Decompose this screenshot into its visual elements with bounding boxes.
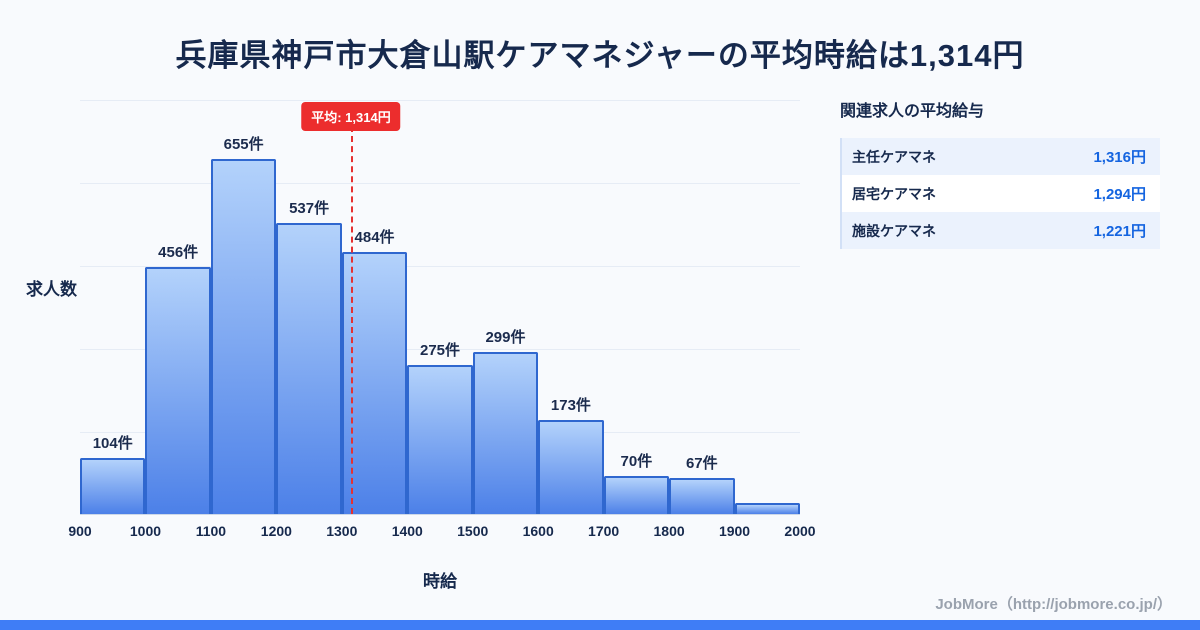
gridline	[80, 349, 800, 350]
x-tick-label: 1800	[653, 523, 685, 539]
x-tick-label: 1900	[718, 523, 751, 539]
histogram-bar	[538, 420, 604, 514]
x-tick-label: 1400	[391, 523, 423, 539]
x-tick-label: 1300	[326, 523, 358, 539]
gridline	[80, 100, 800, 101]
histogram-bar	[603, 476, 670, 514]
histogram-plot: 104件 456件 655件 537件 484件 275件 299件 173件 70件 67件 90…	[68, 100, 816, 539]
bar-value-label: 275件	[419, 342, 461, 359]
table-row: 主任ケアマネ 1,316円	[842, 138, 1160, 175]
row-value: 1,316円	[1093, 149, 1146, 166]
average-line	[350, 126, 353, 514]
histogram-bar	[145, 267, 211, 514]
x-tick-label: 900	[68, 523, 92, 539]
bar-value-label: 67件	[685, 455, 718, 472]
histogram-bar	[80, 458, 146, 514]
x-axis-label: 時給	[423, 572, 457, 591]
page-title: 兵庫県神戸市大倉山駅ケアマネジャーの平均時給は1,314円	[175, 38, 1025, 73]
row-value: 1,221円	[1093, 223, 1146, 240]
side-panel-title: 関連求人の平均給与	[840, 103, 985, 120]
bar-value-label: 456件	[158, 244, 199, 261]
x-tick-label: 1500	[457, 523, 489, 539]
x-tick-label: 1100	[195, 523, 227, 539]
x-tick-label: 2000	[784, 523, 816, 539]
bar-value-label: 537件	[289, 200, 330, 217]
x-tick-label: 1000	[129, 523, 162, 539]
row-label: 主任ケアマネ	[852, 148, 936, 165]
bar-value-label: 173件	[550, 397, 591, 414]
gridline	[80, 183, 800, 184]
bar-value-label: 299件	[485, 329, 526, 346]
x-tick-label: 1200	[260, 523, 292, 539]
bar-value-label: 104件	[92, 435, 133, 452]
x-tick-label: 1600	[522, 523, 554, 539]
histogram-bar	[407, 365, 473, 514]
footer-credit: JobMore（http://jobmore.co.jp/）	[935, 596, 1172, 613]
average-badge: 平均: 1,314円	[301, 102, 401, 131]
y-axis-label: 求人数	[26, 280, 77, 299]
x-tick-label: 1700	[588, 523, 620, 539]
histogram-bar	[734, 503, 800, 514]
bottom-accent-bar	[0, 620, 1200, 630]
row-label: 居宅ケアマネ	[852, 185, 936, 202]
table-row: 施設ケアマネ 1,221円	[842, 212, 1160, 249]
table-row: 居宅ケアマネ 1,294円	[842, 175, 1160, 212]
bar-value-label: 70件	[620, 453, 653, 470]
histogram-bar	[472, 352, 539, 514]
bar-value-label: 655件	[223, 136, 264, 153]
row-value: 1,294円	[1093, 186, 1146, 203]
histogram-bar	[669, 478, 735, 514]
histogram-bar	[276, 223, 342, 514]
histogram-bar	[210, 159, 277, 514]
bar-value-label: 484件	[354, 229, 395, 246]
gridline	[80, 266, 800, 267]
row-label: 施設ケアマネ	[852, 222, 936, 239]
related-salary-table: 主任ケアマネ 1,316円 居宅ケアマネ 1,294円 施設ケアマネ 1,221…	[840, 138, 1160, 249]
